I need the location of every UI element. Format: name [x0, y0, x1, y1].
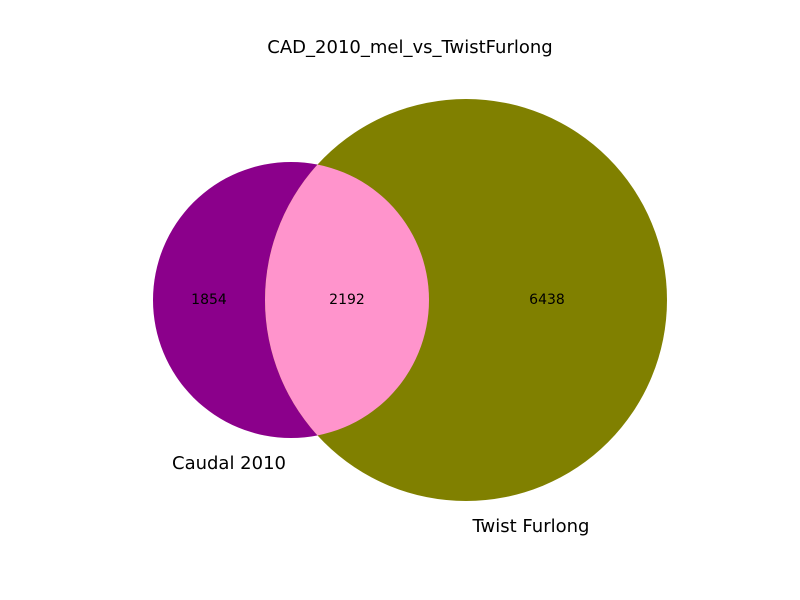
- twist-furlong-label: Twist Furlong: [472, 516, 590, 537]
- caudal-only-count: 1854: [191, 292, 227, 308]
- intersection-region: [265, 162, 429, 438]
- intersection-count: 2192: [329, 292, 365, 308]
- twist-furlong-only-count: 6438: [529, 292, 565, 308]
- chart-title: CAD_2010_mel_vs_TwistFurlong: [267, 37, 552, 58]
- caudal-2010-label: Caudal 2010: [172, 453, 286, 474]
